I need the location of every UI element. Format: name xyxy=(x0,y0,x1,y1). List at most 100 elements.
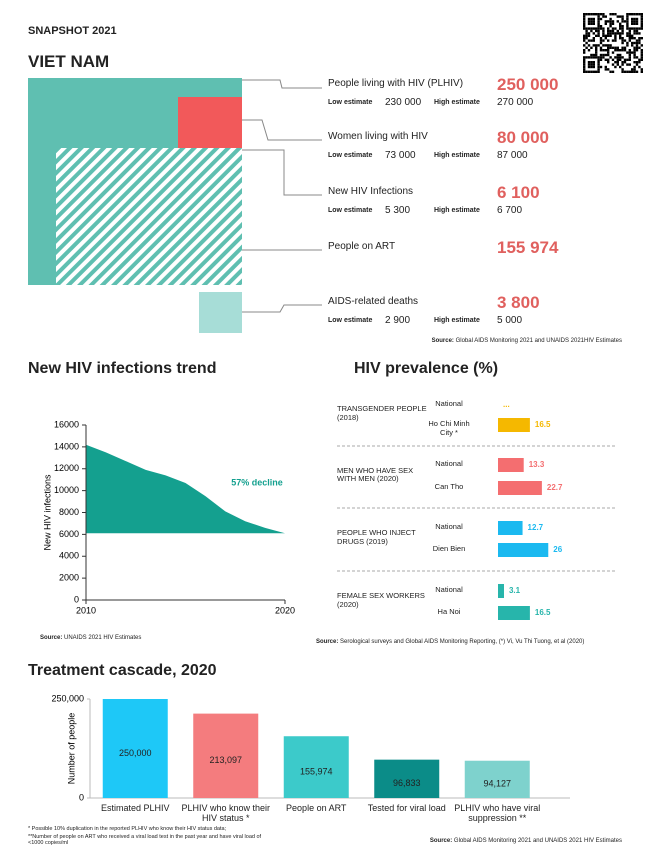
connector xyxy=(242,79,322,89)
low-value: 230 000 xyxy=(385,97,422,108)
qr-module xyxy=(592,44,595,47)
qr-module xyxy=(633,61,636,64)
qr-module xyxy=(619,34,622,37)
qr-module xyxy=(638,61,641,64)
art-square xyxy=(56,148,242,285)
qr-module xyxy=(611,63,615,66)
qr-module xyxy=(587,70,591,73)
note: **Number of people on ART who received a… xyxy=(28,834,262,847)
qr-module xyxy=(635,49,639,52)
qr-module xyxy=(621,20,624,23)
value-label: 94,127 xyxy=(483,779,511,789)
qr-module xyxy=(604,20,607,23)
qr-module xyxy=(587,13,591,16)
qr-module xyxy=(592,53,595,57)
qr-module xyxy=(609,29,612,33)
qr-module xyxy=(595,49,598,52)
value-label: 13.3 xyxy=(529,460,545,469)
low-value: 5 300 xyxy=(385,205,411,216)
qr-module xyxy=(621,25,624,28)
bar xyxy=(498,458,524,472)
qr-module xyxy=(599,49,603,52)
qr-module xyxy=(597,15,600,18)
group-label: FEMALE SEX WORKERS (2020) xyxy=(337,591,425,609)
qr-module xyxy=(599,27,603,30)
qr-module xyxy=(604,65,607,69)
qr-module xyxy=(583,39,586,42)
qr-module xyxy=(595,13,598,16)
qr-module xyxy=(619,27,622,30)
qr-module xyxy=(640,27,643,30)
qr-module xyxy=(621,49,624,52)
qr-module xyxy=(595,44,598,47)
qr-module xyxy=(604,22,607,25)
qr-module xyxy=(626,17,629,21)
qr-module xyxy=(614,13,617,16)
qr-module xyxy=(595,46,598,49)
qr-module xyxy=(640,51,643,54)
qr-module xyxy=(597,58,600,61)
value-label: ... xyxy=(503,400,510,409)
qr-module xyxy=(611,20,615,23)
connector xyxy=(242,304,322,313)
qr-module xyxy=(628,13,631,16)
qr-module xyxy=(611,27,615,30)
qr-module xyxy=(638,39,641,42)
high-value: 87 000 xyxy=(497,150,528,161)
qr-module xyxy=(628,37,631,40)
summary-value: 3 800 xyxy=(497,293,540,312)
qr-module xyxy=(635,41,639,45)
qr-module xyxy=(628,32,631,35)
qr-module xyxy=(631,37,634,40)
qr-module xyxy=(621,68,624,71)
qr-module xyxy=(583,51,586,54)
qr-module xyxy=(597,65,600,69)
low-label: Low estimate xyxy=(328,99,373,106)
qr-module xyxy=(635,22,639,25)
qr-module xyxy=(614,46,617,49)
qr-module xyxy=(628,70,631,73)
x-tick-label: 2020 xyxy=(275,605,295,615)
qr-module xyxy=(597,56,600,59)
qr-module xyxy=(619,37,622,40)
qr-module xyxy=(583,20,586,23)
qr-module xyxy=(631,22,634,25)
chart-title: HIV prevalence (%) xyxy=(354,360,499,377)
bar xyxy=(283,736,349,798)
qr-module xyxy=(587,63,591,66)
bar xyxy=(498,481,542,495)
high-label: High estimate xyxy=(434,152,480,159)
qr-module xyxy=(595,34,598,37)
qr-module xyxy=(607,51,610,54)
qr-module xyxy=(631,68,634,71)
source: Source: Global AIDS Monitoring 2021 and … xyxy=(432,338,622,345)
qr-module xyxy=(614,39,617,42)
bar xyxy=(498,418,530,432)
qr-module xyxy=(616,58,619,61)
qr-module xyxy=(590,20,593,23)
source-text: Serological surveys and Global AIDS Moni… xyxy=(340,639,585,645)
value-label: 155,974 xyxy=(300,766,333,776)
low-value: 2 900 xyxy=(385,315,411,326)
qr-module xyxy=(619,49,622,52)
qr-module xyxy=(621,46,624,49)
qr-module xyxy=(599,39,603,42)
qr-module xyxy=(640,44,643,47)
qr-module xyxy=(635,39,639,42)
qr-module xyxy=(633,68,636,71)
deaths-square xyxy=(199,292,242,333)
qr-module xyxy=(607,44,610,47)
qr-module xyxy=(611,70,615,73)
qr-module xyxy=(607,58,610,61)
qr-module xyxy=(602,15,605,18)
qr-module xyxy=(597,34,600,37)
y-tick-label: 16000 xyxy=(54,419,79,429)
y-tick-label: 250,000 xyxy=(51,693,84,703)
high-label: High estimate xyxy=(434,207,480,214)
source: Source: UNAIDS 2021 HIV Estimates xyxy=(40,635,141,642)
qr-module xyxy=(633,46,636,49)
qr-module xyxy=(590,53,593,57)
qr-module xyxy=(633,20,636,23)
qr-module xyxy=(585,70,588,73)
qr-module xyxy=(609,20,612,23)
